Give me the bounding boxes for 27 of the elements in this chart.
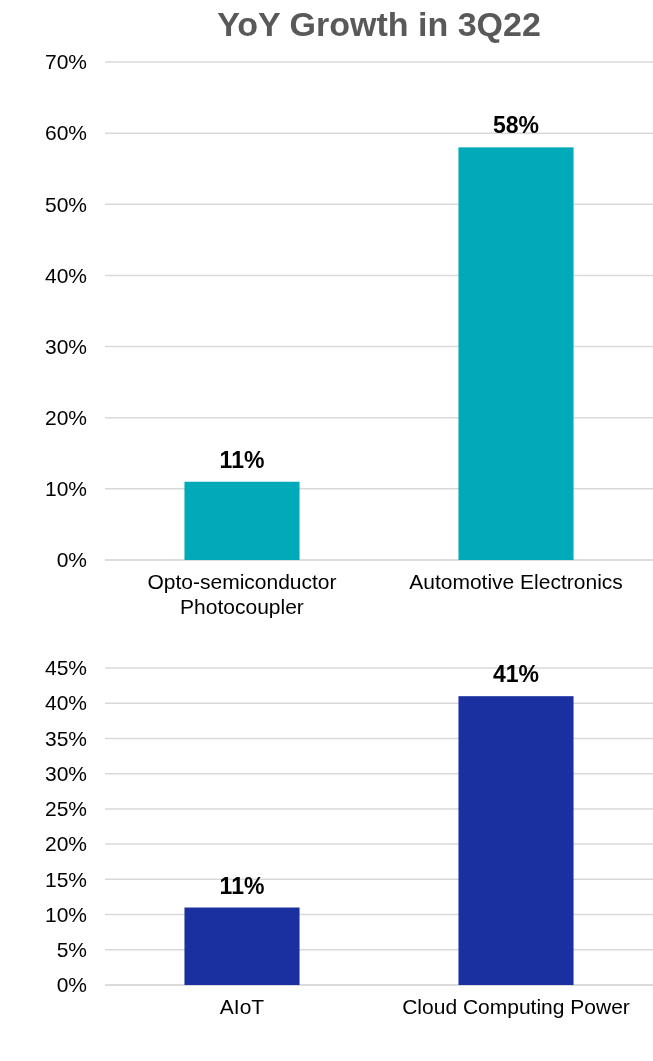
y-tick-label: 10% <box>44 477 87 501</box>
y-tick-label: 20% <box>44 405 87 429</box>
y-tick-label: 20% <box>44 832 87 856</box>
y-tick-label: 30% <box>44 334 87 358</box>
y-tick-label: 40% <box>44 263 87 287</box>
chart-title: YoY Growth in 3Q22 <box>217 5 541 43</box>
y-tick-label: 40% <box>44 691 87 715</box>
x-tick-label: Cloud Computing Power <box>402 994 630 1018</box>
data-label: 58% <box>492 112 540 139</box>
x-tick-label: Automotive Electronics <box>409 569 623 593</box>
y-tick-label: 10% <box>44 902 87 926</box>
y-tick-label: 35% <box>44 726 87 750</box>
y-tick-label: 60% <box>44 121 87 145</box>
y-tick-label: 0% <box>56 973 87 997</box>
y-tick-label: 0% <box>56 548 87 572</box>
x-tick-label: Opto-semiconductor Photocoupler <box>147 569 337 619</box>
y-tick-label: 50% <box>44 192 87 216</box>
data-label: 41% <box>492 661 540 688</box>
y-tick-label: 5% <box>56 938 87 961</box>
y-tick-label: 30% <box>44 761 87 785</box>
y-tick-label: 15% <box>44 867 87 891</box>
y-tick-label: 25% <box>44 797 87 821</box>
data-label: 11% <box>219 446 265 473</box>
y-tick-label: 70% <box>44 50 87 74</box>
y-tick-label: 45% <box>44 656 87 680</box>
x-tick-label: AIoT <box>219 994 265 1018</box>
data-label: 11% <box>219 872 265 899</box>
